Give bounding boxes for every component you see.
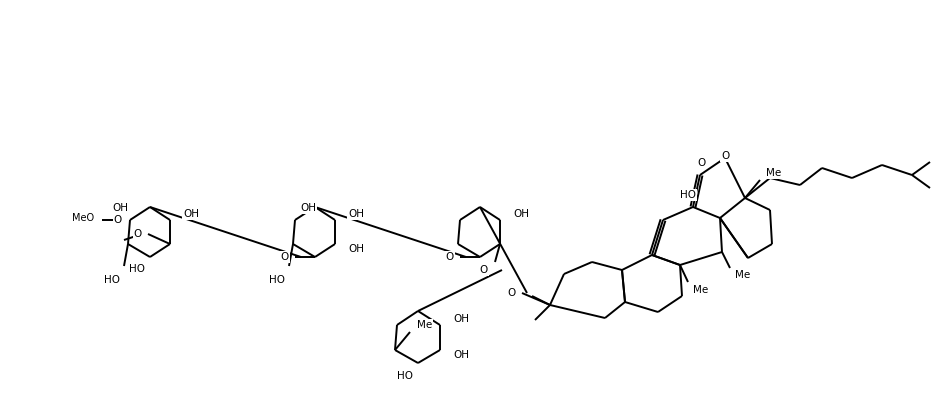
Text: OH: OH — [513, 209, 529, 219]
Text: HO: HO — [129, 264, 145, 274]
Text: OH: OH — [453, 350, 469, 360]
Text: HO: HO — [269, 275, 285, 285]
Text: O: O — [446, 252, 454, 262]
Text: OH: OH — [112, 203, 128, 213]
Text: O: O — [479, 265, 488, 275]
Text: O: O — [697, 158, 706, 168]
Text: OH: OH — [348, 209, 364, 219]
Text: HO: HO — [104, 275, 120, 285]
Text: O: O — [114, 215, 122, 225]
Text: OH: OH — [453, 314, 469, 324]
Text: Me: Me — [693, 285, 708, 295]
Text: MeO: MeO — [71, 213, 94, 223]
Text: HO: HO — [680, 190, 696, 200]
Text: O: O — [508, 288, 516, 298]
Text: O: O — [721, 151, 729, 161]
Text: O: O — [281, 252, 289, 262]
Text: Me: Me — [417, 320, 432, 330]
Text: OH: OH — [348, 244, 364, 254]
Text: HO: HO — [397, 371, 413, 381]
Text: OH: OH — [300, 203, 316, 213]
Text: O: O — [133, 229, 142, 239]
Text: Me: Me — [766, 168, 781, 178]
Text: OH: OH — [183, 209, 199, 219]
Text: Me: Me — [735, 270, 750, 280]
